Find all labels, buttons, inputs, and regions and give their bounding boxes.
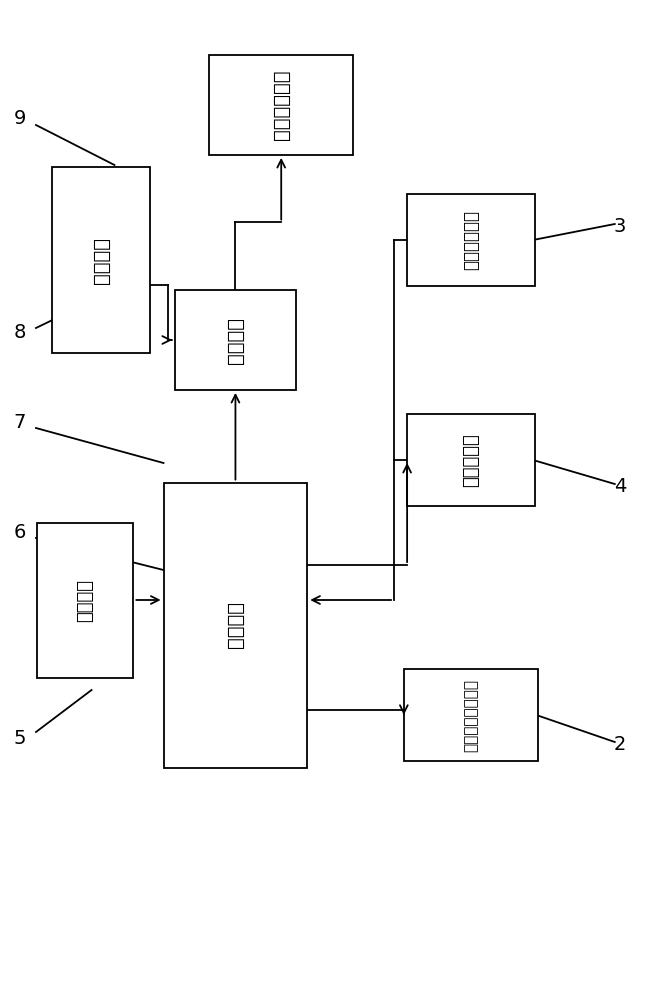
Text: 状态指示灯: 状态指示灯	[462, 433, 480, 487]
Bar	[404, 669, 538, 761]
Text: 控制模块: 控制模块	[226, 601, 245, 648]
Bar	[164, 483, 307, 768]
Text: 6: 6	[14, 524, 26, 542]
Text: 2: 2	[614, 736, 626, 754]
Bar	[209, 55, 353, 155]
Text: 按鈕切换开关: 按鈕切换开关	[462, 210, 480, 270]
Text: 7: 7	[14, 414, 26, 432]
Text: 控制电源: 控制电源	[76, 578, 94, 621]
Bar	[175, 290, 296, 390]
Text: 4: 4	[614, 478, 626, 496]
Bar	[407, 194, 535, 286]
Text: 3: 3	[614, 218, 626, 236]
Text: 光路切换模块: 光路切换模块	[271, 70, 291, 140]
Text: 8: 8	[14, 322, 26, 342]
Text: 驱动电源: 驱动电源	[92, 236, 111, 284]
Text: 5: 5	[13, 728, 26, 748]
Bar	[37, 522, 133, 678]
Bar	[52, 167, 150, 353]
Bar	[407, 414, 535, 506]
Text: 光纤接口指示灯组: 光纤接口指示灯组	[464, 678, 478, 752]
Text: 驱动模块: 驱动模块	[226, 316, 245, 363]
Text: 9: 9	[14, 108, 26, 127]
